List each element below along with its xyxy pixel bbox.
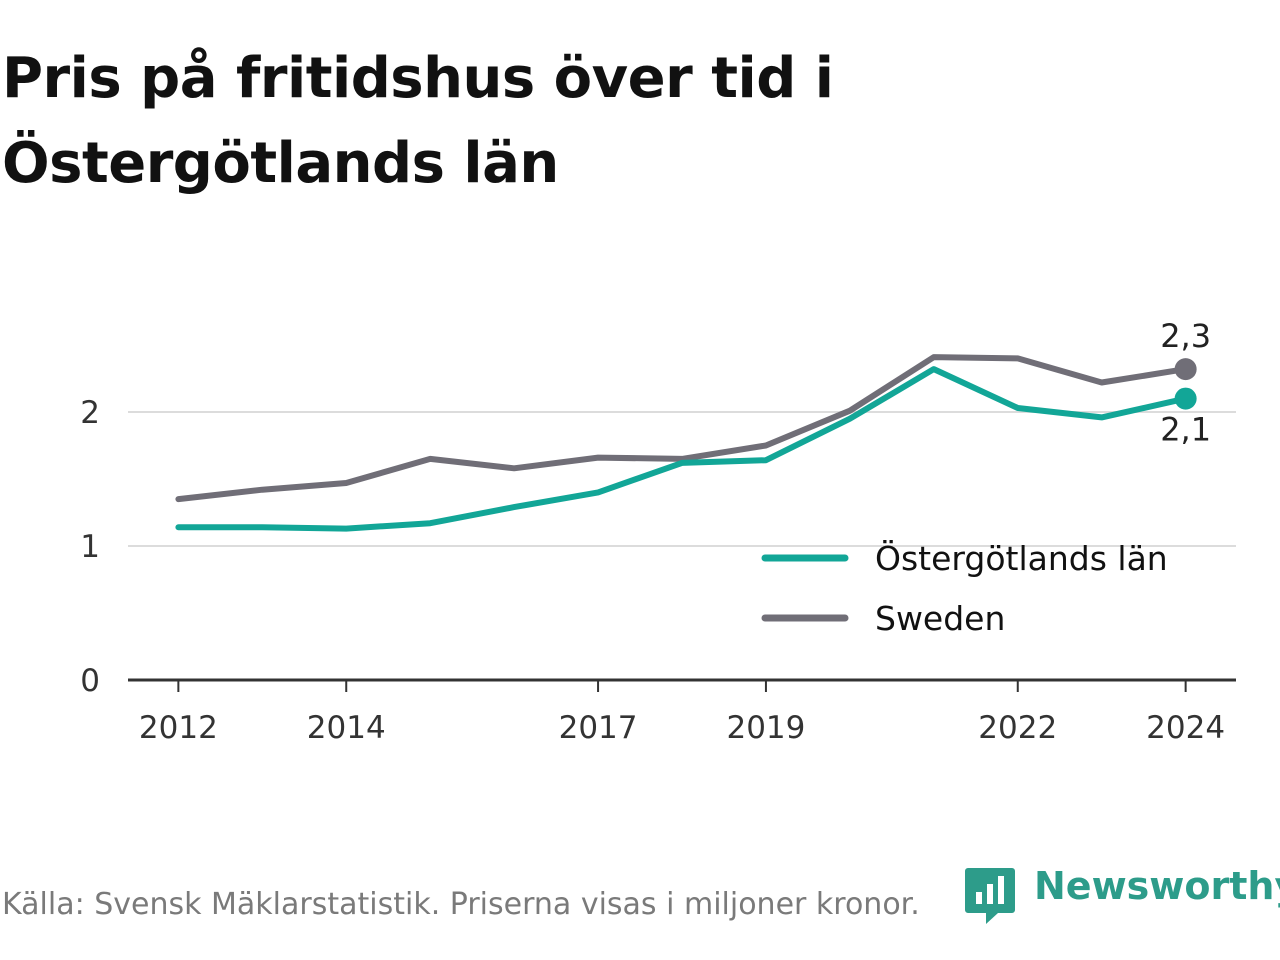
legend-label: Östergötlands län (875, 538, 1168, 578)
series-end-marker (1174, 358, 1197, 381)
source-note: Källa: Svensk Mäklarstatistik. Priserna … (2, 887, 920, 922)
x-axis-ticks: 2012 2014 2017 2019 2022 2024 (139, 680, 1225, 746)
y-axis-ticks: 0 1 2 (80, 395, 100, 699)
series-line (175, 366, 1189, 532)
chart-title: Pris på fritidshus över tid i Östergötla… (2, 46, 834, 196)
newsworthy-logo-icon (965, 868, 1015, 924)
x-tick-label: 2014 (307, 710, 386, 746)
series-end-label: 2,3 (1160, 317, 1211, 355)
x-tick-label: 2022 (978, 710, 1057, 746)
brand-name: Newsworthy (1034, 864, 1280, 908)
series-end-label: 2,1 (1160, 411, 1211, 449)
series-line (175, 354, 1189, 503)
x-tick-label: 2019 (726, 710, 805, 746)
series-end-marker (1174, 387, 1197, 410)
legend-label: Sweden (875, 599, 1005, 638)
y-tick-label: 1 (80, 529, 100, 565)
x-tick-label: 2024 (1146, 710, 1225, 746)
x-tick-label: 2012 (139, 710, 218, 746)
series-end-markers: 2,1 2,3 (1160, 317, 1211, 448)
y-tick-label: 0 (80, 663, 100, 699)
x-tick-label: 2017 (559, 710, 638, 746)
y-tick-label: 2 (80, 395, 100, 431)
series-lines (175, 354, 1189, 532)
legend: Östergötlands län Sweden (761, 538, 1168, 638)
